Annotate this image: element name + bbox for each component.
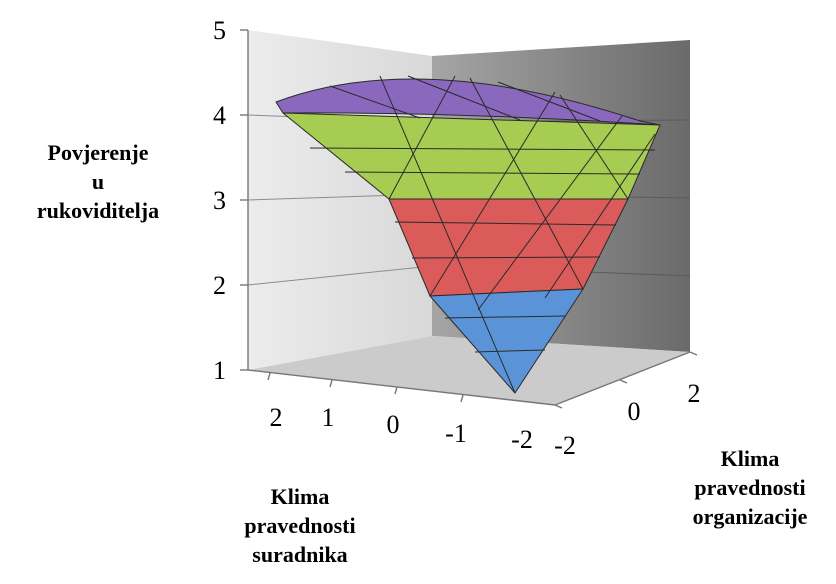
tick-labels: 1 2 3 4 5 2 1 0 -1 -2 -2 0 2 — [213, 16, 701, 460]
surface — [275, 75, 661, 394]
y-tick-label: 2 — [688, 379, 701, 408]
floor — [248, 336, 690, 405]
z-tick-label: 2 — [213, 271, 226, 300]
y-axis-label: Klima pravednosti organizacije — [692, 446, 808, 530]
y-tick-label: 0 — [628, 397, 641, 426]
x-tick-label: -2 — [511, 425, 533, 454]
y-tick-label: -2 — [554, 431, 576, 460]
z-tick-label: 3 — [213, 186, 226, 215]
z-axis-label: Povjerenje u rukoviditelja — [36, 140, 160, 224]
x-tick-label: 0 — [387, 410, 400, 439]
band-1-2 — [429, 288, 584, 394]
z-tick-label: 5 — [213, 16, 226, 45]
x-tick-label: -1 — [445, 419, 467, 448]
z-tick-label: 1 — [213, 356, 226, 385]
x-axis-label: Klima pravednosti suradnika — [244, 484, 356, 568]
x-tick-label: 1 — [322, 403, 335, 432]
x-tick-label: 2 — [270, 403, 283, 432]
axes — [240, 29, 698, 409]
z-tick-label: 4 — [213, 101, 226, 130]
surface-wireframe — [309, 75, 656, 394]
